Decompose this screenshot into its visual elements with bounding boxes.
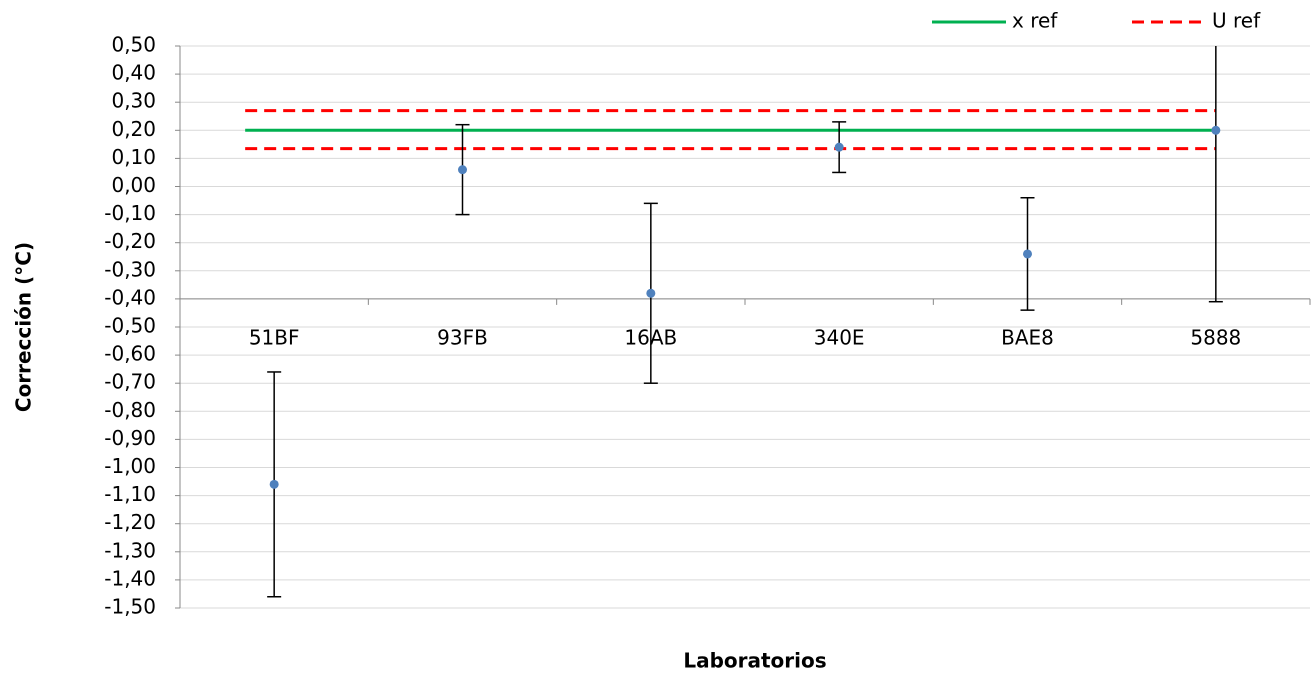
- y-axis-title: Corrección (°C): [12, 242, 36, 412]
- x-tick-label: 5888: [1190, 325, 1241, 349]
- plot-area: [267, 46, 1223, 598]
- data-point: [458, 165, 467, 175]
- legend-label: x ref: [1012, 9, 1058, 33]
- data-point: [1211, 125, 1221, 135]
- y-tick-label: 0,10: [111, 145, 156, 169]
- x-tick-label: 340E: [814, 325, 865, 349]
- y-tick-label: 0,50: [111, 33, 156, 57]
- data-point: [834, 142, 844, 152]
- x-tick-label: 51BF: [249, 325, 300, 349]
- legend-label: U ref: [1212, 9, 1261, 33]
- y-tick-label: 0,30: [111, 89, 156, 113]
- y-tick-label: -1,30: [104, 538, 156, 562]
- y-tick-label: -1,20: [104, 510, 156, 534]
- x-axis-title: Laboratorios: [683, 649, 826, 673]
- y-tick-label: -1,40: [104, 566, 156, 590]
- y-tick-label: -0,20: [104, 229, 156, 253]
- y-tick-label: 0,20: [111, 117, 156, 141]
- y-tick-label: 0,00: [111, 173, 156, 197]
- data-point: [646, 288, 656, 298]
- y-tick-label: -0,80: [104, 398, 156, 422]
- y-tick-label: -1,00: [104, 454, 156, 478]
- y-tick-label: -0,70: [104, 370, 156, 394]
- y-tick-label: -0,60: [104, 342, 156, 366]
- y-tick-label: -0,10: [104, 201, 156, 225]
- y-tick-label: 0,40: [111, 61, 156, 85]
- y-tick-label: -0,30: [104, 257, 156, 281]
- y-tick-label: -1,50: [104, 595, 156, 619]
- y-tick-label: -0,90: [104, 426, 156, 450]
- y-tick-label: -1,10: [104, 482, 156, 506]
- y-tick-label: -0,50: [104, 314, 156, 338]
- x-tick-label: 93FB: [437, 325, 488, 349]
- x-tick-label: BAE8: [1001, 325, 1054, 349]
- y-tick-label: -0,40: [104, 285, 156, 309]
- data-point: [1023, 249, 1032, 259]
- data-point: [269, 479, 279, 489]
